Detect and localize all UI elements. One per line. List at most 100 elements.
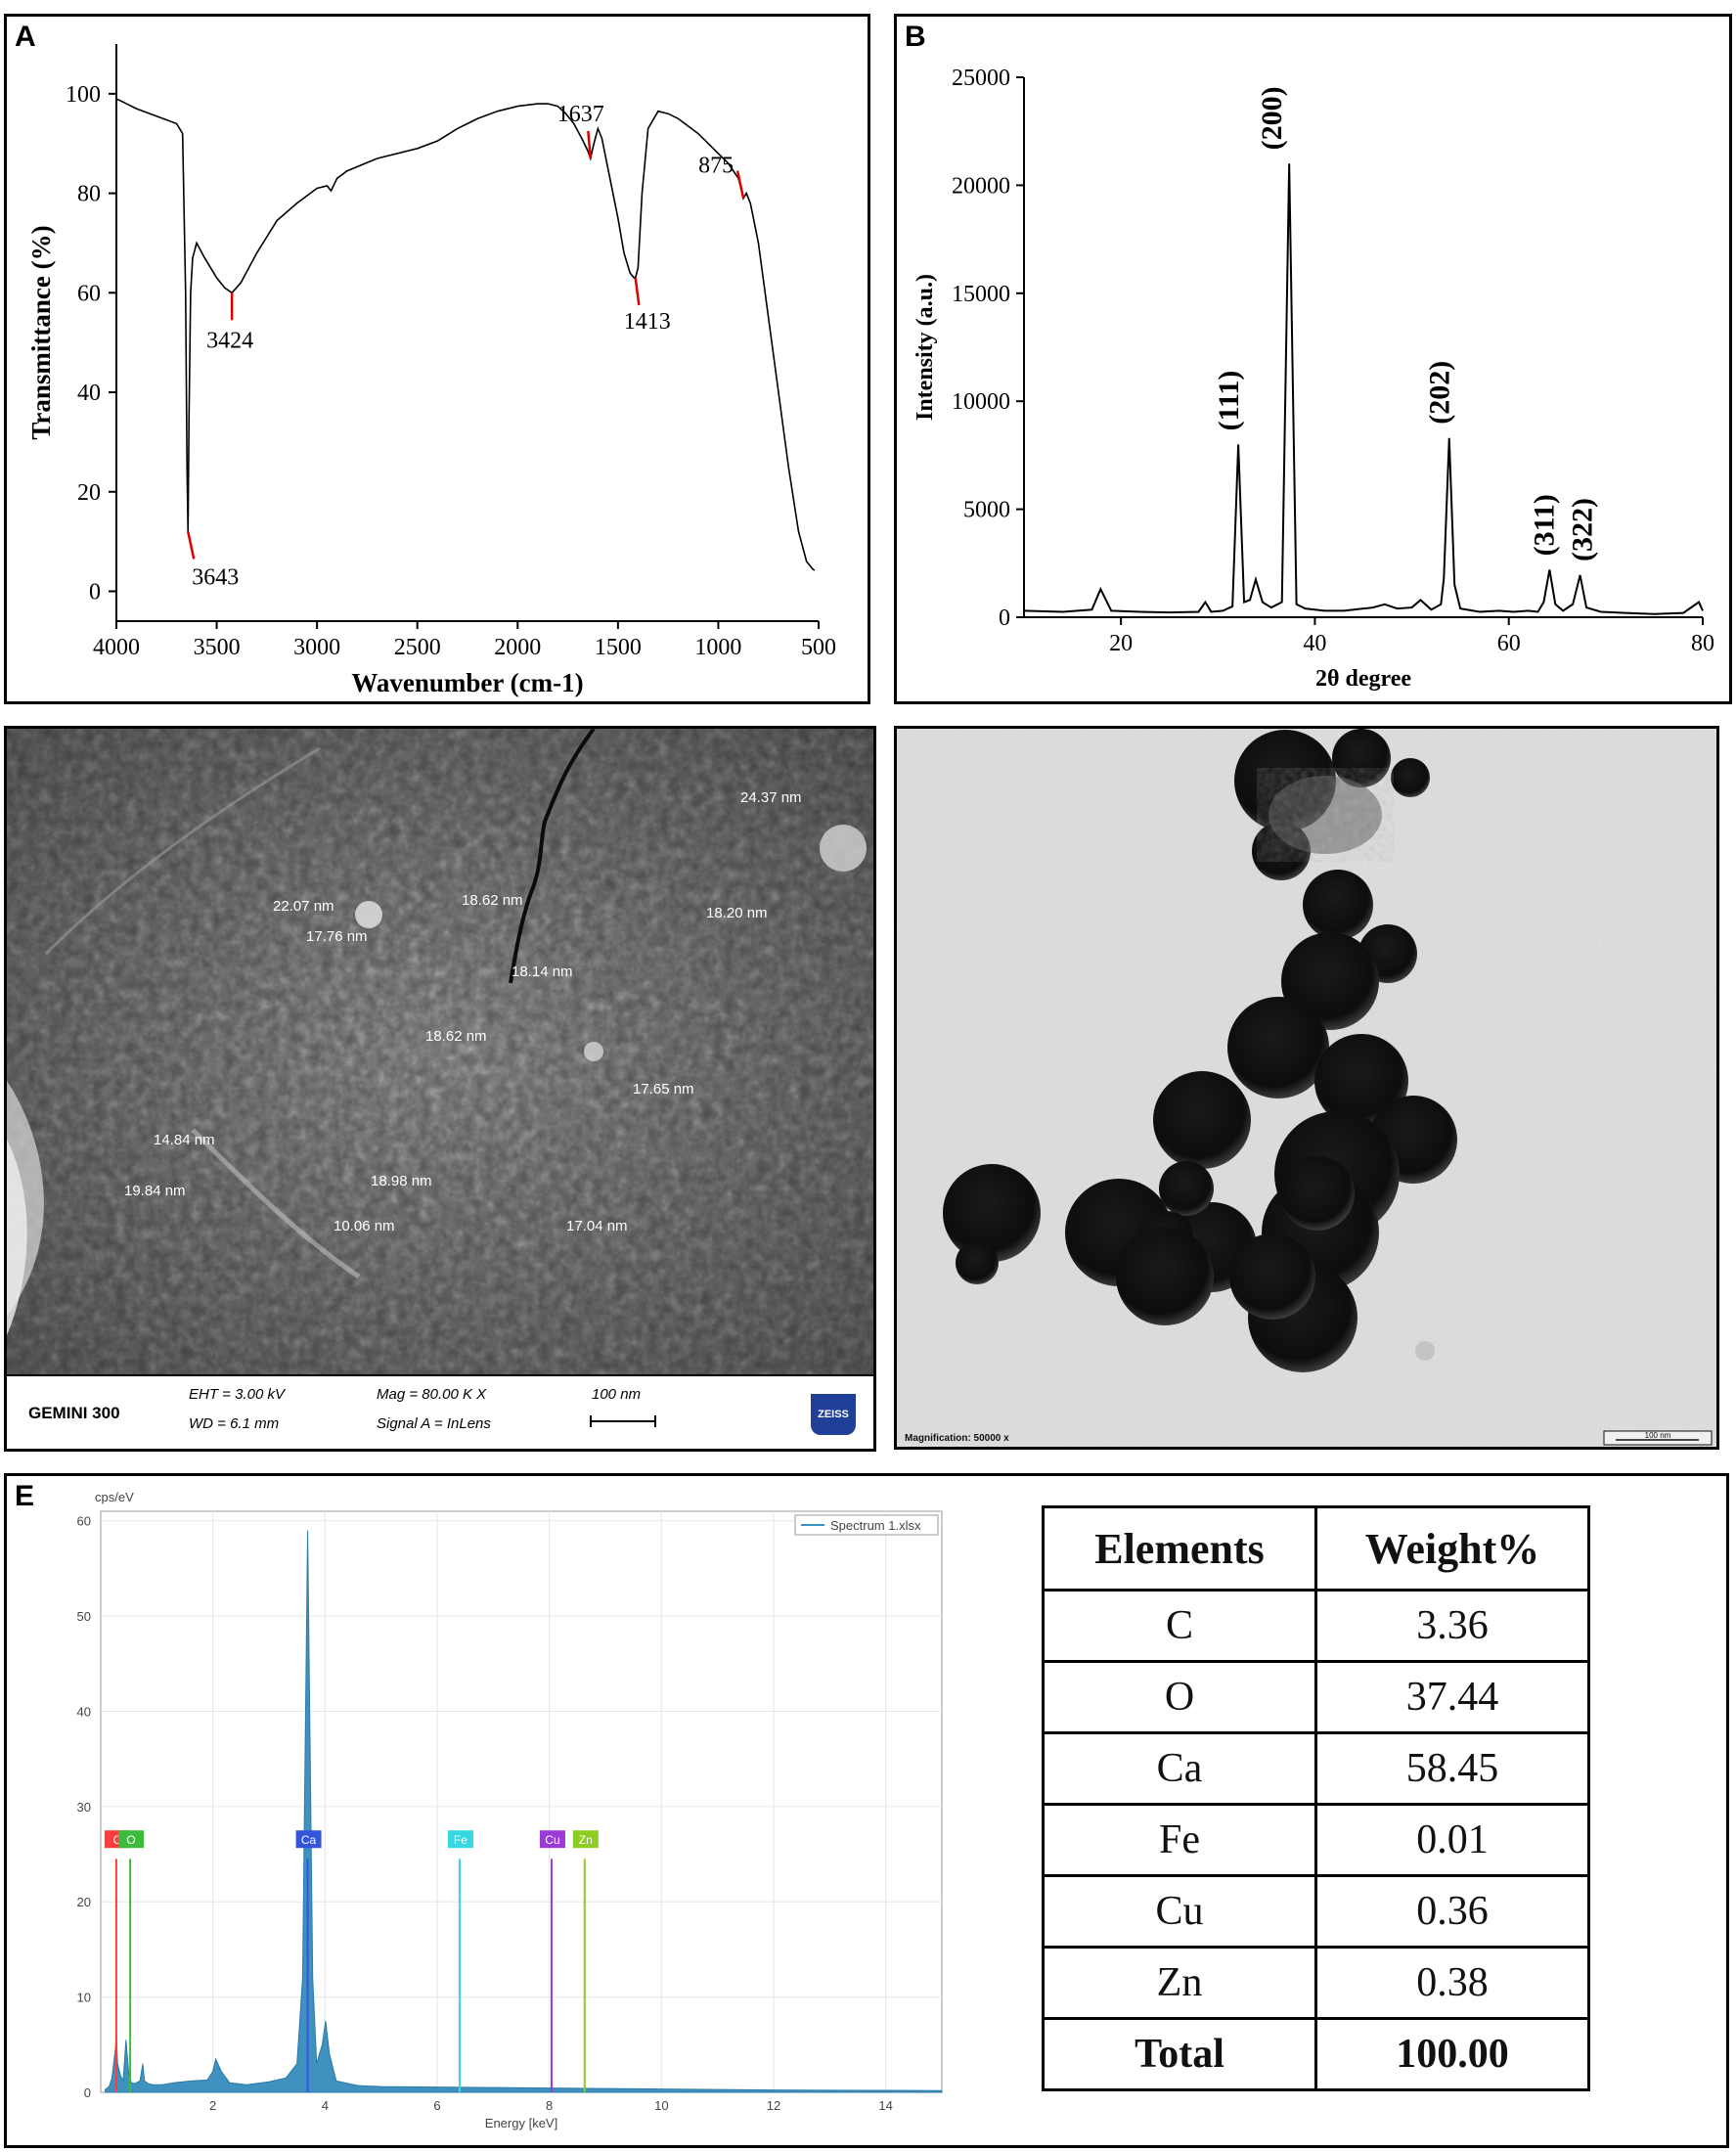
x-tick-label: 20 — [1109, 631, 1133, 656]
x-tick-label: 40 — [1303, 631, 1326, 656]
element-marker-label: Ca — [301, 1833, 317, 1847]
y-tick-label: 60 — [77, 1514, 91, 1529]
table-row: Fe 0.01 — [1042, 1803, 1590, 1877]
x-tick-label: 1000 — [694, 635, 741, 660]
element-marker-badge — [539, 1830, 565, 1849]
y-tick-label: 20 — [77, 1895, 91, 1909]
weight-cell: 0.36 — [1314, 1874, 1590, 1949]
element-marker-label: Zn — [579, 1833, 593, 1847]
sem-measure-11: 18.98 nm — [371, 1173, 432, 1189]
xrd-pattern-line — [1023, 163, 1704, 615]
peak-label: 3643 — [192, 564, 239, 590]
y-tick-label: 25000 — [952, 66, 1010, 91]
composition-table-wrap: Elements Weight% C 3.36 O 37.44 Ca 58.45 Fe… — [981, 1476, 1724, 2145]
y-axis-title: Transmittance (%) — [26, 225, 56, 439]
panel-label-a: A — [15, 21, 36, 53]
element-cell: Fe — [1042, 1803, 1317, 1877]
table-total-row: Total 100.00 — [1042, 2017, 1590, 2091]
table-row: O 37.44 — [1042, 1660, 1590, 1734]
weight-cell: 0.38 — [1314, 1946, 1590, 2020]
y-axis-title: cps/eV — [95, 1490, 134, 1504]
zeiss-logo: ZEISS — [811, 1394, 856, 1435]
y-tick-label: 0 — [999, 605, 1010, 631]
element-cell: Zn — [1042, 1946, 1317, 2020]
peak-marker — [634, 277, 641, 306]
x-axis-title: Wavenumber (cm-1) — [351, 668, 583, 697]
peak-label: 3424 — [206, 328, 253, 353]
miller-index-label: (311) — [1528, 494, 1560, 556]
x-tick-label: 4 — [322, 2098, 329, 2113]
total-label: Total — [1042, 2017, 1317, 2091]
instrument-name: GEMINI 300 — [28, 1404, 120, 1422]
weight-cell: 0.01 — [1314, 1803, 1590, 1877]
x-tick-label: 6 — [433, 2098, 440, 2113]
element-marker-label: O — [126, 1833, 135, 1847]
x-tick-label: 12 — [767, 2098, 780, 2113]
y-tick-label: 100 — [66, 82, 101, 108]
sem-measure-13: 17.04 nm — [566, 1218, 628, 1234]
y-tick-label: 40 — [77, 1704, 91, 1719]
x-tick-label: 10 — [654, 2098, 668, 2113]
x-tick-label: 1500 — [595, 635, 642, 660]
weight-cell: 3.36 — [1314, 1589, 1590, 1663]
table-row: Cu 0.36 — [1042, 1874, 1590, 1949]
eht-value: EHT = 3.00 kV — [189, 1386, 285, 1403]
element-cell: Cu — [1042, 1874, 1317, 1949]
sem-measure-6: 18.14 nm — [512, 964, 573, 980]
y-tick-label: 80 — [77, 182, 101, 207]
sem-measure-8: 17.65 nm — [633, 1081, 694, 1098]
sem-panel: 24.37 nm 22.07 nm 18.62 nm 18.20 nm 17.7… — [4, 726, 876, 1452]
x-tick-label: 2 — [209, 2098, 216, 2113]
scale-label: 100 nm — [592, 1386, 642, 1403]
tem-magnification: Magnification: 50000 x — [905, 1433, 1009, 1444]
miller-index-label: (111) — [1213, 371, 1245, 431]
sem-info-bar: GEMINI 300 EHT = 3.00 kV WD = 6.1 mm Mag… — [7, 1374, 873, 1449]
sem-measure-3: 18.62 nm — [462, 892, 523, 909]
miller-index-label: (200) — [1256, 86, 1288, 150]
signal-value: Signal A = InLens — [377, 1415, 491, 1432]
y-tick-label: 40 — [77, 381, 101, 406]
sem-measure-12: 10.06 nm — [334, 1218, 395, 1234]
xrd-chart: 20 40 60 80 0 5000 10000 15000 20000 25000 (111) (2… — [913, 66, 1714, 692]
sem-measure-5: 17.76 nm — [306, 928, 368, 945]
element-marker-badge — [118, 1830, 145, 1849]
sem-measure-1: 24.37 nm — [740, 789, 802, 806]
header-elements: Elements — [1042, 1505, 1317, 1592]
element-marker-badge — [447, 1830, 473, 1849]
table-row: C 3.36 — [1042, 1589, 1590, 1663]
x-tick-label: 60 — [1497, 631, 1521, 656]
total-value: 100.00 — [1314, 2017, 1590, 2091]
element-cell: O — [1042, 1660, 1317, 1734]
element-cell: Ca — [1042, 1731, 1317, 1806]
y-tick-label: 15000 — [952, 282, 1010, 307]
y-tick-label: 0 — [89, 579, 101, 605]
y-tick-label: 10000 — [952, 389, 1010, 415]
weight-cell: 37.44 — [1314, 1660, 1590, 1734]
y-tick-label: 5000 — [963, 498, 1010, 523]
y-tick-label: 60 — [77, 281, 101, 306]
scale-bar — [590, 1415, 656, 1427]
y-tick-label: 20000 — [952, 173, 1010, 199]
peak-label: 875 — [698, 154, 734, 179]
mag-value: Mag = 80.00 K X — [377, 1386, 487, 1403]
y-tick-label: 30 — [77, 1800, 91, 1815]
y-tick-label: 10 — [77, 1991, 91, 2005]
sem-micrograph: 24.37 nm 22.07 nm 18.62 nm 18.20 nm 17.7… — [7, 729, 873, 1374]
x-tick-label: 500 — [801, 635, 836, 660]
x-tick-label: 80 — [1691, 631, 1714, 656]
ftir-chart: 4000 3500 3000 2500 2000 1500 1000 500 0 20 40 60 80… — [26, 44, 836, 697]
weight-cell: 58.45 — [1314, 1731, 1590, 1806]
plot-area — [100, 1510, 943, 2093]
tem-image: Magnification: 50000 x 100 nm — [897, 729, 1716, 1447]
x-tick-label: 2000 — [494, 635, 541, 660]
peak-marker — [735, 170, 745, 199]
y-axis-title: Intensity (a.u.) — [913, 274, 938, 421]
ftir-panel: A 4000 3500 3000 2500 2000 1500 1000 500 0 20 40 60… — [4, 14, 870, 704]
tem-scale-label: 100 nm — [1645, 1431, 1671, 1440]
miller-index-label: (322) — [1567, 498, 1599, 561]
header-weight: Weight% — [1314, 1505, 1590, 1592]
y-tick-label: 20 — [77, 480, 101, 506]
peak-marker — [187, 531, 196, 560]
table-row: Zn 0.38 — [1042, 1946, 1590, 2020]
eds-spectrum-area — [105, 1530, 943, 2093]
